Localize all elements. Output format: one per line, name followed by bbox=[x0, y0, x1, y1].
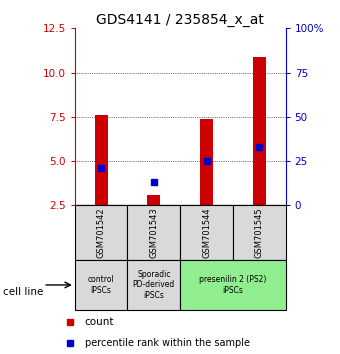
Bar bbox=[180, 205, 233, 260]
Text: GSM701542: GSM701542 bbox=[97, 207, 106, 258]
Text: GSM701543: GSM701543 bbox=[149, 207, 158, 258]
Text: presenilin 2 (PS2)
iPSCs: presenilin 2 (PS2) iPSCs bbox=[199, 275, 267, 295]
Bar bbox=[233, 205, 286, 260]
Text: GSM701544: GSM701544 bbox=[202, 207, 211, 258]
Bar bbox=[200, 119, 213, 205]
Bar bbox=[147, 195, 160, 205]
Bar bbox=[75, 205, 128, 260]
Bar bbox=[75, 260, 128, 310]
Bar bbox=[128, 205, 180, 260]
Text: cell line: cell line bbox=[3, 287, 44, 297]
Bar bbox=[95, 115, 108, 205]
Text: percentile rank within the sample: percentile rank within the sample bbox=[85, 338, 250, 348]
Text: count: count bbox=[85, 317, 114, 327]
Bar bbox=[253, 57, 266, 205]
Text: control
IPSCs: control IPSCs bbox=[88, 275, 115, 295]
Text: GSM701545: GSM701545 bbox=[255, 207, 264, 258]
Title: GDS4141 / 235854_x_at: GDS4141 / 235854_x_at bbox=[96, 13, 264, 27]
Text: Sporadic
PD-derived
iPSCs: Sporadic PD-derived iPSCs bbox=[133, 270, 175, 300]
Bar bbox=[128, 260, 180, 310]
Bar bbox=[180, 260, 286, 310]
